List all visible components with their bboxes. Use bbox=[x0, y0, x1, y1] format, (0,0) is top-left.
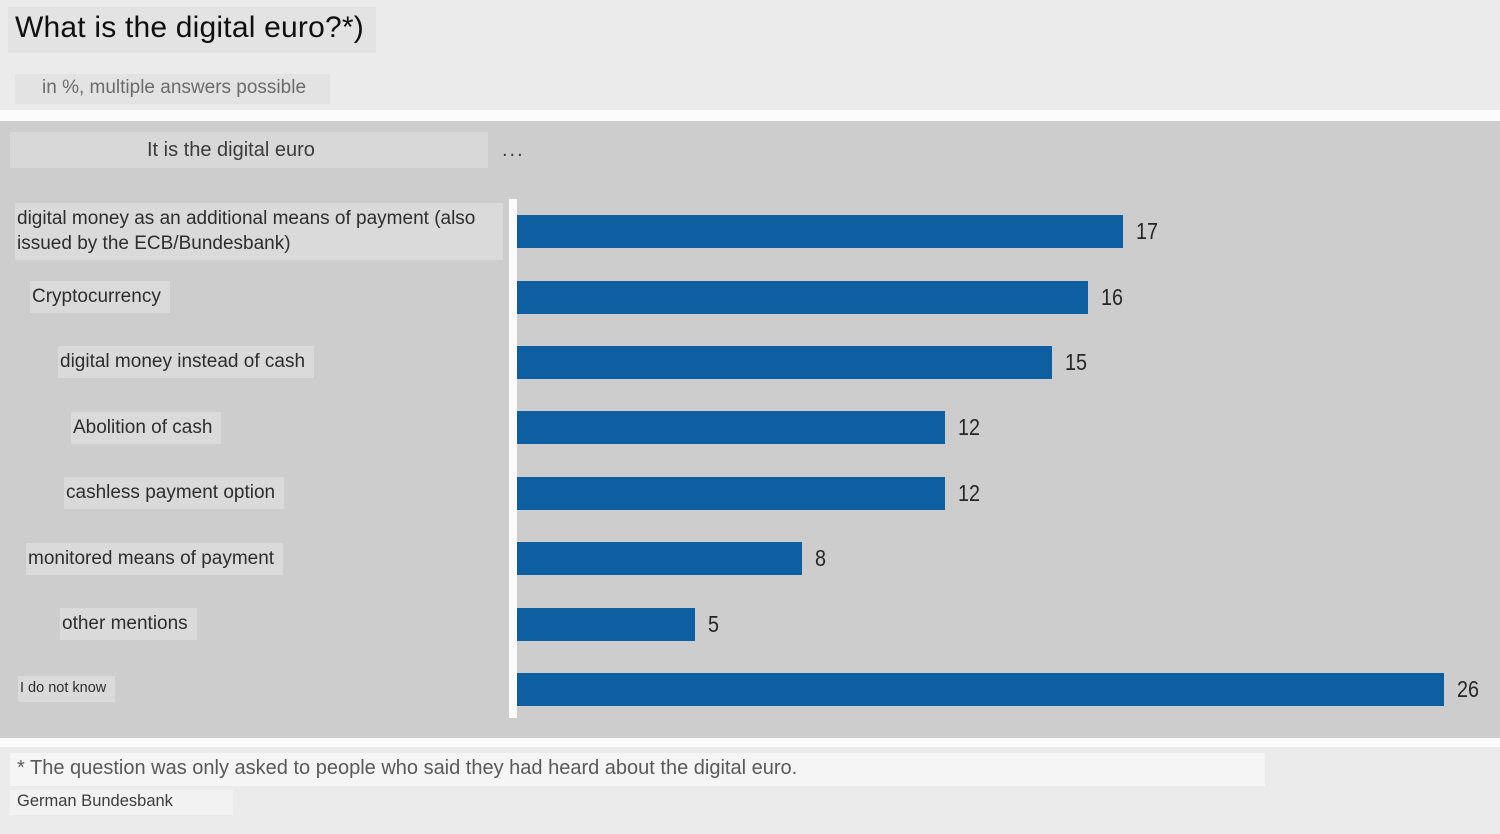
chart-heading-ellipsis: ... bbox=[502, 139, 525, 161]
plot: digital money as an additional means of … bbox=[0, 199, 1500, 723]
bar bbox=[517, 476, 945, 510]
value-label: 5 bbox=[708, 610, 720, 637]
chart-row: Abolition of cash 12 bbox=[0, 395, 1500, 460]
footnote: * The question was only asked to people … bbox=[17, 757, 798, 779]
bar-cell: 15 bbox=[517, 345, 1500, 379]
chart-row: monitored means of payment 8 bbox=[0, 526, 1500, 591]
footer: * The question was only asked to people … bbox=[0, 747, 1500, 834]
category-label-cell: Cryptocurrency bbox=[0, 281, 517, 314]
title-highlight: What is the digital euro?*) bbox=[8, 7, 376, 53]
category-label: digital money as an additional means of … bbox=[15, 203, 503, 261]
value-label: 8 bbox=[815, 545, 827, 572]
category-label: cashless payment option bbox=[64, 477, 285, 510]
bar bbox=[517, 672, 1444, 706]
chart-row: other mentions 5 bbox=[0, 591, 1500, 656]
value-label: 15 bbox=[1064, 348, 1087, 375]
bar bbox=[517, 542, 803, 576]
category-label-cell: digital money instead of cash bbox=[0, 346, 517, 379]
category-label-cell: digital money as an additional means of … bbox=[0, 203, 517, 261]
category-label: monitored means of payment bbox=[26, 542, 284, 575]
page-title: What is the digital euro?*) bbox=[15, 11, 364, 44]
bar bbox=[517, 411, 945, 445]
category-label: Cryptocurrency bbox=[30, 281, 170, 314]
value-label: 17 bbox=[1136, 218, 1159, 245]
bar bbox=[517, 215, 1124, 249]
category-label: digital money instead of cash bbox=[58, 346, 315, 379]
footnote-highlight: * The question was only asked to people … bbox=[10, 753, 1265, 786]
category-label-cell: cashless payment option bbox=[0, 477, 517, 510]
chart-row: Cryptocurrency 16 bbox=[0, 264, 1500, 329]
bar bbox=[517, 280, 1088, 314]
chart-heading-highlight: It is the digital euro bbox=[10, 132, 488, 168]
chart-row: I do not know 26 bbox=[0, 657, 1500, 722]
category-label-cell: I do not know bbox=[0, 676, 517, 703]
chart-row: digital money as an additional means of … bbox=[0, 199, 1500, 264]
bar-cell: 8 bbox=[517, 542, 1500, 576]
bar bbox=[517, 345, 1052, 379]
category-label-cell: monitored means of payment bbox=[0, 542, 517, 575]
source: German Bundesbank bbox=[17, 792, 173, 810]
header: What is the digital euro?*) in %, multip… bbox=[0, 0, 1500, 110]
divider-bottom bbox=[0, 738, 1500, 747]
chart-heading: It is the digital euro bbox=[147, 139, 315, 161]
value-label: 26 bbox=[1457, 675, 1480, 702]
category-label: Abolition of cash bbox=[71, 411, 222, 444]
chart-area: It is the digital euro ... digital money… bbox=[0, 121, 1500, 738]
bar-cell: 12 bbox=[517, 476, 1500, 510]
value-label: 12 bbox=[957, 479, 980, 506]
value-label: 12 bbox=[957, 414, 980, 441]
chart-row: cashless payment option 12 bbox=[0, 461, 1500, 526]
bar-rows: digital money as an additional means of … bbox=[0, 199, 1500, 722]
axis-baseline bbox=[509, 199, 517, 718]
category-label: other mentions bbox=[60, 608, 197, 641]
bar-cell: 12 bbox=[517, 411, 1500, 445]
value-label: 16 bbox=[1100, 283, 1123, 310]
divider-top bbox=[0, 110, 1500, 121]
subtitle-highlight: in %, multiple answers possible bbox=[15, 74, 331, 104]
source-highlight: German Bundesbank bbox=[10, 790, 233, 815]
bar-cell: 16 bbox=[517, 280, 1500, 314]
category-label-cell: Abolition of cash bbox=[0, 411, 517, 444]
category-label-cell: other mentions bbox=[0, 608, 517, 641]
category-label: I do not know bbox=[18, 676, 116, 703]
page-subtitle: in %, multiple answers possible bbox=[42, 77, 307, 98]
chart-row: digital money instead of cash 15 bbox=[0, 330, 1500, 395]
bar-cell: 5 bbox=[517, 607, 1500, 641]
bar-cell: 17 bbox=[517, 215, 1500, 249]
bar-cell: 26 bbox=[517, 672, 1500, 706]
bar bbox=[517, 607, 696, 641]
